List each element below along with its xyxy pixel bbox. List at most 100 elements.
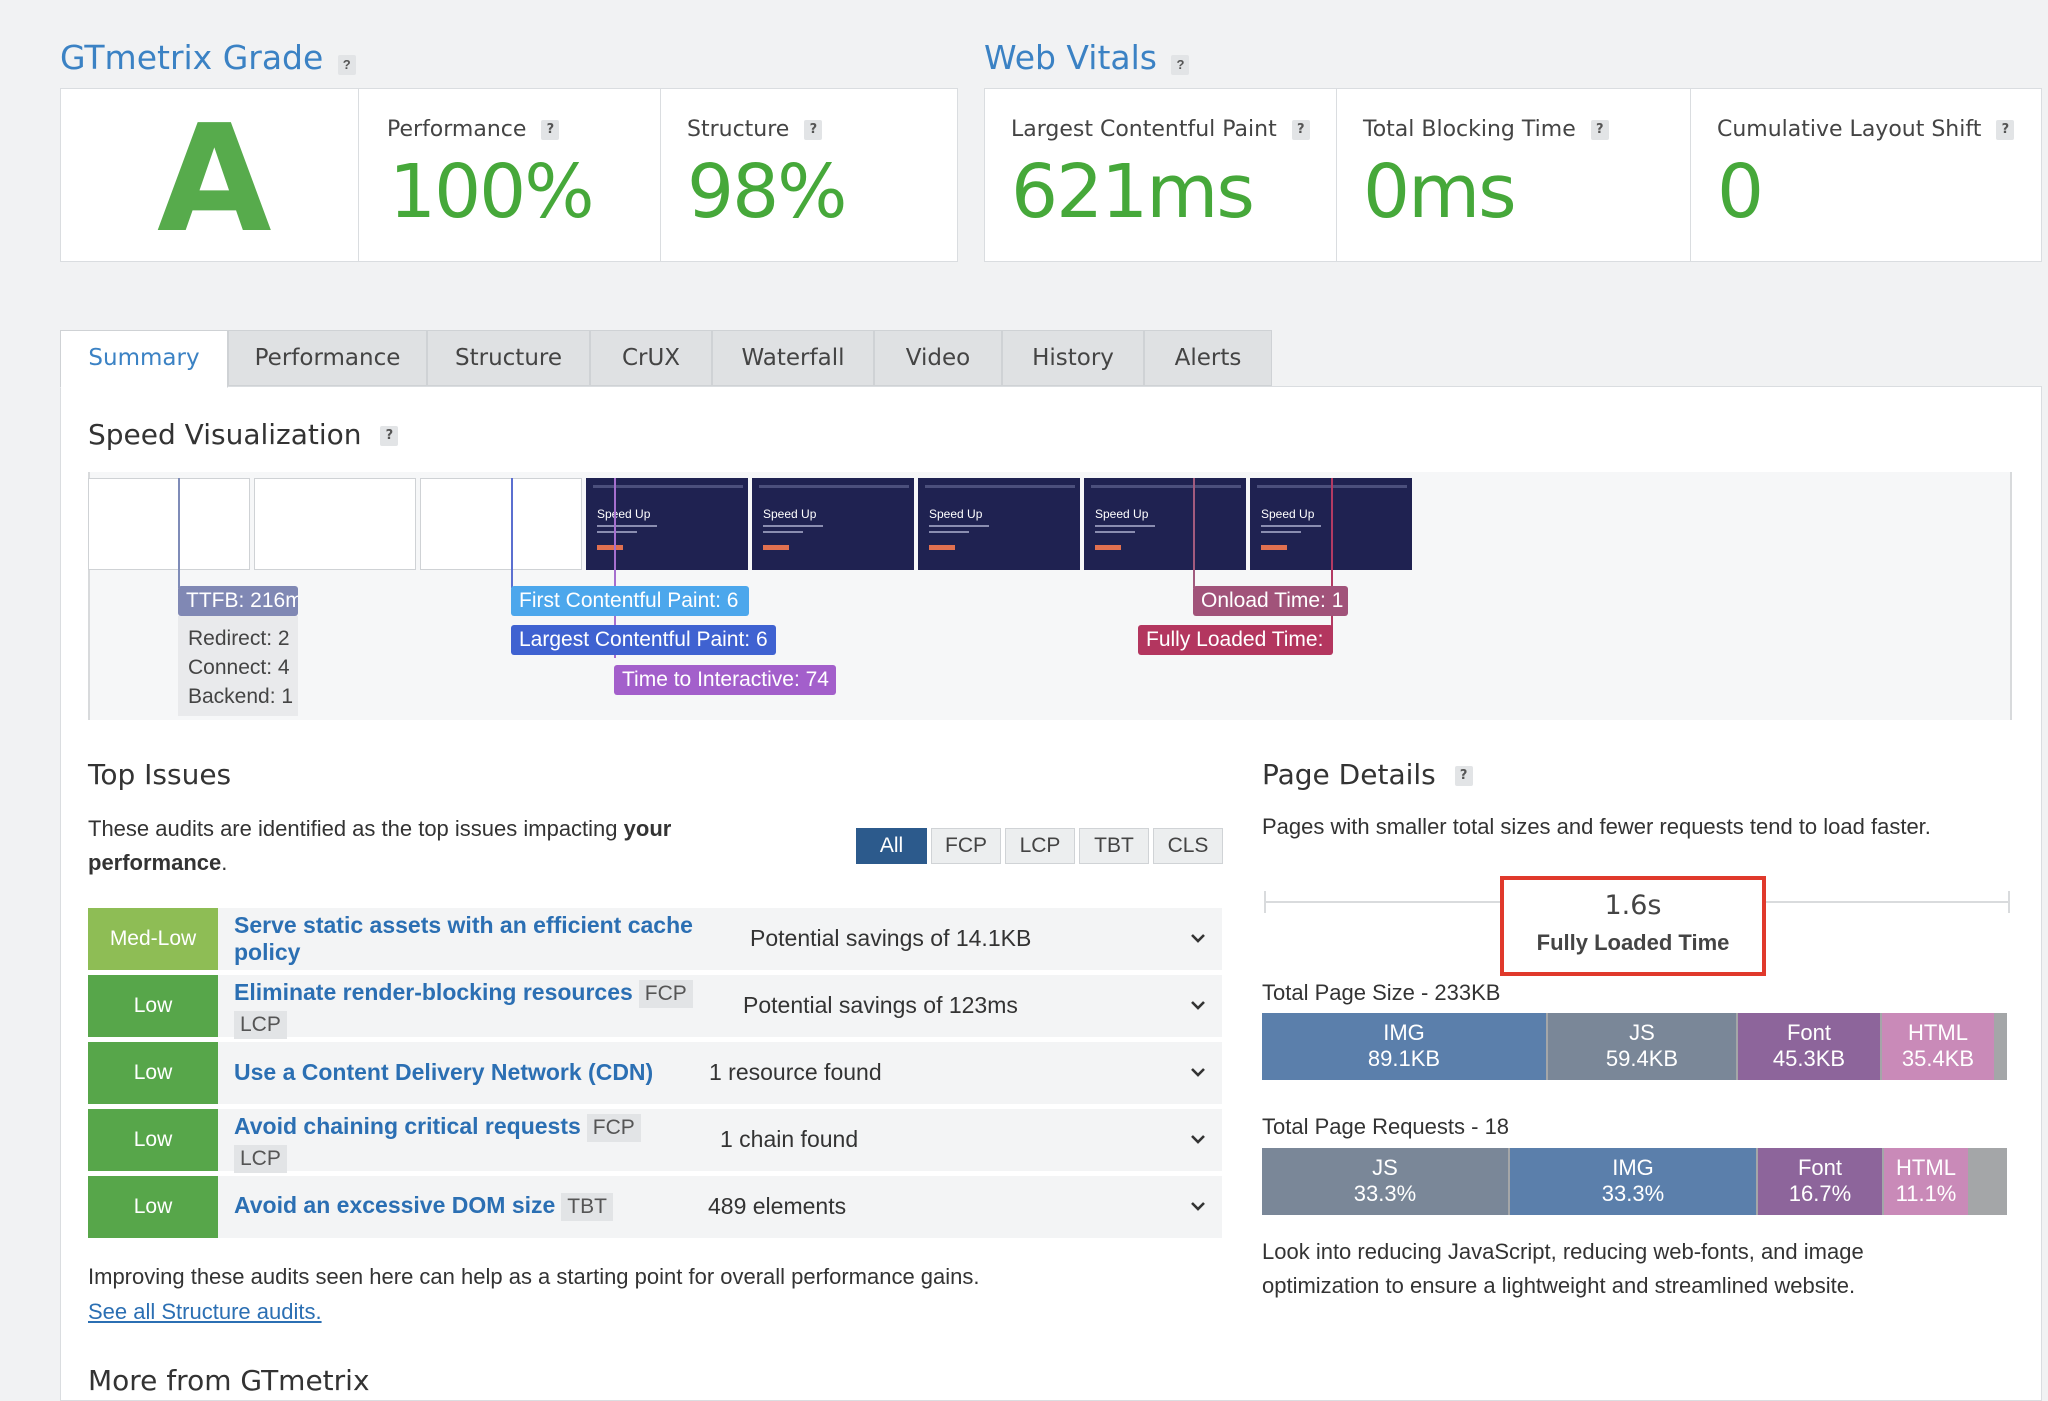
issue-row[interactable]: Med-Low Serve static assets with an effi… xyxy=(88,908,1222,970)
segment-value: 89.1KB xyxy=(1367,1046,1441,1071)
page-size-segment[interactable]: JS 59.4KB xyxy=(1548,1013,1736,1080)
tab-history[interactable]: History xyxy=(1002,330,1144,386)
ttfb-label: TTFB: 216m xyxy=(178,586,298,616)
issue-row[interactable]: Low Use a Content Delivery Network (CDN)… xyxy=(88,1042,1222,1104)
performance-value: 100% xyxy=(389,149,595,235)
performance-label: Performance xyxy=(387,117,527,142)
severity-badge: Low xyxy=(88,1042,218,1104)
cls-metric: Cumulative Layout Shift ? 0 xyxy=(1691,89,2041,261)
filmstrip-frame[interactable]: Speed Up xyxy=(586,478,748,570)
filmstrip-frame[interactable] xyxy=(254,478,416,570)
filter-all-button[interactable]: All xyxy=(856,828,927,864)
issue-title[interactable]: Serve static assets with an efficient ca… xyxy=(234,912,693,966)
frame-text: Speed Up xyxy=(1095,507,1149,521)
severity-badge: Low xyxy=(88,1176,218,1238)
web-vitals-card: Largest Contentful Paint ? 621ms Total B… xyxy=(984,88,2042,262)
gtmetrix-grade-title: GTmetrix Grade xyxy=(60,38,324,77)
frame-text: Speed Up xyxy=(763,507,817,521)
cls-label: Cumulative Layout Shift xyxy=(1717,117,1982,142)
filter-fcp-button[interactable]: FCP xyxy=(931,828,1001,864)
metric-chip: LCP xyxy=(234,1011,287,1039)
tab-performance[interactable]: Performance xyxy=(228,330,427,386)
total-page-size-title: Total Page Size - 233KB xyxy=(1262,980,1501,1005)
fcp-label: First Contentful Paint: 6 xyxy=(511,586,749,616)
help-icon[interactable]: ? xyxy=(1291,120,1310,140)
help-icon[interactable]: ? xyxy=(337,54,356,75)
issue-title[interactable]: Eliminate render-blocking resources FCP L… xyxy=(234,977,794,1039)
lcp-label: Largest Contentful Paint xyxy=(1011,117,1277,142)
help-icon[interactable]: ? xyxy=(1171,54,1190,75)
issue-row[interactable]: Low Avoid an excessive DOM size TBT 489 e… xyxy=(88,1176,1222,1238)
page-details-header: Page Details ? xyxy=(1262,758,1473,791)
speed-visualization-title: Speed Visualization xyxy=(88,418,362,451)
tbt-value: 0ms xyxy=(1363,149,1517,235)
tti-label: Time to Interactive: 74 xyxy=(614,665,836,695)
chevron-down-icon[interactable] xyxy=(1188,1129,1208,1149)
tab-video[interactable]: Video xyxy=(874,330,1002,386)
issue-detail: Potential savings of 123ms xyxy=(743,992,1018,1018)
tab-waterfall[interactable]: Waterfall xyxy=(712,330,874,386)
filter-tbt-button[interactable]: TBT xyxy=(1079,828,1149,864)
page-requests-segment[interactable]: Font 16.7% xyxy=(1758,1148,1882,1215)
issue-title-line: policy xyxy=(234,939,301,965)
fcp-marker xyxy=(511,478,513,588)
issue-title[interactable]: Use a Content Delivery Network (CDN) xyxy=(234,1059,654,1085)
help-icon[interactable]: ? xyxy=(1454,766,1473,786)
issue-row[interactable]: Low Avoid chaining critical requests FCP … xyxy=(88,1109,1222,1173)
desc-bold: your xyxy=(623,816,672,841)
issue-detail: Potential savings of 14.1KB xyxy=(750,925,1032,951)
issue-title[interactable]: Avoid an excessive DOM size TBT xyxy=(234,1192,613,1221)
segment-label: HTML xyxy=(1908,1020,1968,1045)
structure-metric: Structure ? 98% xyxy=(661,89,957,261)
filmstrip-frame[interactable]: Speed Up xyxy=(752,478,914,570)
help-icon[interactable]: ? xyxy=(380,426,399,446)
lcp-metric: Largest Contentful Paint ? 621ms xyxy=(985,89,1337,261)
filter-cls-button[interactable]: CLS xyxy=(1153,828,1223,864)
page-requests-segment[interactable]: JS 33.3% xyxy=(1262,1148,1508,1215)
see-all-structure-audits-link[interactable]: See all Structure audits. xyxy=(88,1299,322,1324)
filmstrip-frame[interactable] xyxy=(88,478,250,570)
page-requests-segment[interactable]: IMG 33.3% xyxy=(1510,1148,1756,1215)
issue-detail: 1 resource found xyxy=(709,1059,882,1085)
segment-label: Font xyxy=(1786,1020,1832,1045)
metric-chip: LCP xyxy=(234,1145,287,1173)
tab-structure[interactable]: Structure xyxy=(427,330,590,386)
fully-loaded-caption: Fully Loaded Time xyxy=(1536,930,1730,955)
filter-lcp-button[interactable]: LCP xyxy=(1005,828,1075,864)
filmstrip-frame[interactable]: Speed Up xyxy=(1084,478,1246,570)
chevron-down-icon[interactable] xyxy=(1188,1062,1208,1082)
filmstrip-frame[interactable] xyxy=(420,478,582,570)
help-icon[interactable]: ? xyxy=(541,120,560,140)
help-icon[interactable]: ? xyxy=(1996,120,2015,140)
tab-alerts[interactable]: Alerts xyxy=(1144,330,1272,386)
issue-title-text: Avoid chaining critical requests xyxy=(234,1113,581,1139)
page-size-segment[interactable]: IMG 89.1KB xyxy=(1262,1013,1546,1080)
tbt-metric: Total Blocking Time ? 0ms xyxy=(1337,89,1691,261)
segment-label: IMG xyxy=(1612,1155,1654,1180)
chevron-down-icon[interactable] xyxy=(1188,995,1208,1015)
tab-summary[interactable]: Summary xyxy=(60,330,228,388)
fully-loaded-label: Fully Loaded Time: xyxy=(1138,625,1333,655)
tbt-label: Total Blocking Time xyxy=(1363,117,1576,142)
segment-value: 16.7% xyxy=(1788,1181,1852,1206)
desc-text: These audits are identified as the top i… xyxy=(88,816,624,841)
onload-marker xyxy=(1193,478,1195,588)
frame-text: Speed Up xyxy=(929,507,983,521)
lcp-label: Largest Contentful Paint: 6 xyxy=(511,625,776,655)
tti-marker xyxy=(614,478,616,658)
help-icon[interactable]: ? xyxy=(804,120,823,140)
issue-title[interactable]: Avoid chaining critical requests FCP LCP xyxy=(234,1111,694,1173)
page-size-segment[interactable]: HTML 35.4KB xyxy=(1882,1013,1994,1080)
help-icon[interactable]: ? xyxy=(1590,120,1609,140)
chevron-down-icon[interactable] xyxy=(1188,928,1208,948)
chevron-down-icon[interactable] xyxy=(1188,1196,1208,1216)
filmstrip-frame[interactable]: Speed Up xyxy=(918,478,1080,570)
page-size-segment[interactable]: Font 45.3KB xyxy=(1738,1013,1880,1080)
lcp-value: 621ms xyxy=(1011,149,1255,235)
issue-row[interactable]: Low Eliminate render-blocking resources F… xyxy=(88,975,1222,1039)
web-vitals-header: Web Vitals ? xyxy=(984,38,1190,77)
page-size-bar: IMG 89.1KB JS 59.4KB Font 45.3KB HTML 35… xyxy=(1262,1013,2007,1080)
segment-label: JS xyxy=(1629,1020,1655,1045)
page-requests-segment[interactable]: HTML 11.1% xyxy=(1884,1148,1968,1215)
tab-crux[interactable]: CrUX xyxy=(590,330,712,386)
